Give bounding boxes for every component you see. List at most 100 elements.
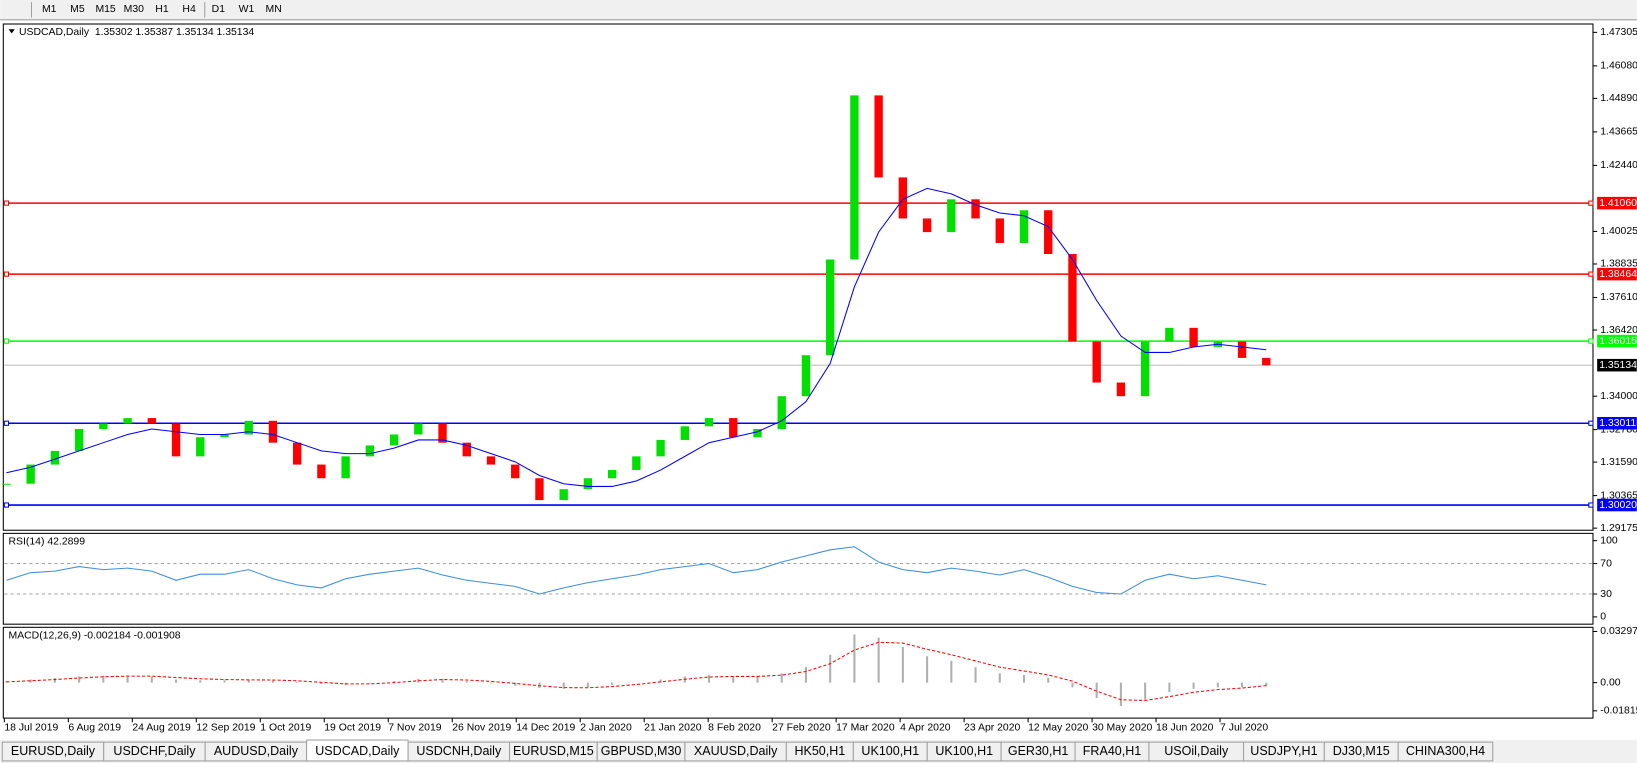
candle [74,429,84,451]
level-handle [1588,271,1594,277]
timeframe-button[interactable]: H4 [182,4,196,15]
level-label-box [1597,498,1637,512]
tab-label: UK100,H1 [935,744,993,758]
tab[interactable]: AUDUSD,Daily [204,741,308,762]
date-label: 21 Jan 2020 [644,722,702,733]
tab[interactable]: GER30,H1 [1000,741,1076,762]
candle [196,437,205,457]
rsi-line [6,546,1267,595]
candle [292,442,302,465]
candle [1237,341,1247,358]
tab[interactable]: EURUSD,Daily [1,741,105,762]
date-label: 1 Oct 2019 [260,722,311,733]
tab-label: CHINA300,H4 [1406,744,1485,758]
candle [1140,341,1150,397]
candle [438,423,447,443]
candle [559,489,568,501]
macd-panel [2,626,1594,719]
tab[interactable]: GBPUSD,M30 [596,741,686,762]
tab-label: GBPUSD,M30 [601,744,682,758]
tab[interactable]: FRA40,H1 [1074,741,1150,762]
level-handle [3,338,10,344]
tab[interactable]: USOil,Daily [1148,741,1245,762]
tab-label: FRA40,H1 [1083,744,1141,758]
tab[interactable]: UK100,H1 [926,741,1002,762]
date-label: 18 Jul 2019 [4,722,58,733]
date-label: 27 Feb 2020 [772,722,831,733]
price-tick-label: 1.40025 [1600,226,1637,237]
tab[interactable]: USDJPY,H1 [1243,741,1325,762]
level-label: 1.36015 [1599,336,1637,347]
price-tick-label: 1.34000 [1600,391,1637,402]
date-label: 4 Apr 2020 [900,722,951,733]
candle [874,95,883,178]
tab-label: USDCAD,Daily [315,744,400,758]
candle [1068,254,1077,342]
timeframe-button[interactable]: W1 [239,4,255,15]
level-label: 1.41060 [1599,198,1637,209]
candle [607,470,617,479]
date-label: 12 May 2020 [1028,722,1088,733]
rsi-tick-label: 100 [1600,535,1618,546]
price-tick-label: 1.36420 [1600,325,1637,336]
candle [826,259,835,356]
macd-tick-label: 0.032972 [1600,626,1637,637]
candle [971,199,980,219]
candle [1044,210,1053,255]
level-label-box [1597,334,1637,348]
last-price-box [1597,358,1637,372]
candle [1116,382,1126,397]
last-price-label: 1.35134 [1599,360,1637,371]
tab[interactable]: DJ30,M15 [1323,741,1399,762]
date-label: 24 Aug 2019 [132,722,191,733]
date-label: 17 Mar 2020 [836,722,895,733]
candle [1165,327,1174,342]
candle [898,177,908,219]
chart-header: USDCAD,Daily 1.35302 1.35387 1.35134 1.3… [19,27,254,38]
timeframe-button[interactable]: MN [266,4,282,15]
tab-label: USDCNH,Daily [416,744,502,758]
timeframe-button[interactable]: M5 [70,4,85,15]
header-arrow [8,29,15,34]
date-label: 8 Feb 2020 [708,722,761,733]
tab[interactable]: USDCNH,Daily [407,741,511,762]
price-tick-label: 1.38835 [1600,259,1637,270]
level-handle [1588,420,1594,426]
candle [632,456,641,471]
tab[interactable]: USDCHF,Daily [103,741,206,762]
candle [801,355,811,397]
timeframe-button[interactable]: M15 [95,4,115,15]
price-tick-label: 1.47305 [1600,27,1637,38]
level-handle [1588,338,1594,344]
tab[interactable]: HK50,H1 [785,741,854,762]
level-label-box [1597,416,1637,430]
candle [220,434,229,438]
tab[interactable]: USDCAD,Daily [306,739,409,762]
timeframe-button[interactable]: D1 [212,4,226,15]
tab-label: GER30,H1 [1008,744,1069,758]
candle [583,478,593,490]
tab[interactable]: UK100,H1 [852,741,928,762]
date-label: 30 May 2020 [1092,722,1152,733]
price-tick-label: 1.37610 [1600,292,1637,303]
macd-tick-label: 0.00 [1600,677,1620,688]
candle [753,429,762,438]
timeframe-button[interactable]: H1 [155,4,169,15]
candle [947,199,956,233]
date-label: 19 Oct 2019 [324,722,381,733]
candle [1019,210,1029,244]
level-handle [3,271,10,277]
candle [2,483,11,485]
timeframe-button[interactable]: M1 [42,4,57,15]
tab[interactable]: XAUUSD,Daily [684,741,787,762]
price-tick-label: 1.29175 [1600,523,1637,534]
candle [995,218,1004,244]
tab[interactable]: CHINA300,H4 [1397,741,1494,762]
tab[interactable]: EURUSD,M15 [509,741,598,762]
timeframe-button[interactable]: M30 [124,4,144,15]
price-tick-label: 1.42440 [1600,160,1637,171]
candle [656,439,665,457]
date-label: 7 Nov 2019 [388,722,442,733]
